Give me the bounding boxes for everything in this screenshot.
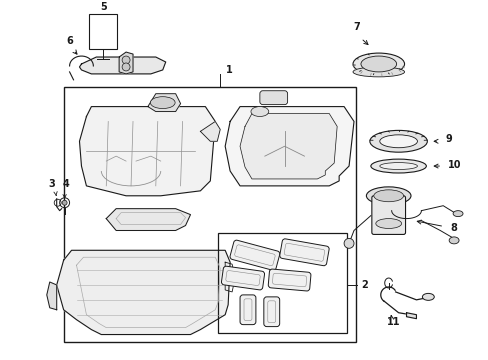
Polygon shape	[57, 250, 230, 334]
Circle shape	[344, 238, 353, 248]
FancyBboxPatch shape	[240, 295, 255, 325]
Ellipse shape	[448, 237, 458, 244]
Ellipse shape	[366, 187, 410, 205]
FancyBboxPatch shape	[229, 240, 279, 270]
Text: 5: 5	[100, 3, 106, 13]
Ellipse shape	[369, 130, 427, 152]
Polygon shape	[80, 57, 165, 74]
FancyBboxPatch shape	[371, 196, 405, 234]
Ellipse shape	[352, 53, 404, 75]
Text: 2: 2	[360, 280, 367, 290]
Ellipse shape	[379, 163, 417, 170]
Text: 1: 1	[226, 65, 232, 75]
Ellipse shape	[375, 219, 401, 229]
Text: 8: 8	[449, 224, 456, 234]
Ellipse shape	[250, 107, 268, 117]
Ellipse shape	[422, 293, 433, 300]
Polygon shape	[200, 121, 220, 141]
FancyBboxPatch shape	[268, 269, 310, 291]
Bar	[63, 87, 355, 342]
Ellipse shape	[373, 190, 403, 202]
Text: 4: 4	[62, 179, 69, 189]
Bar	[89, 14, 117, 49]
Bar	[218, 233, 346, 333]
Circle shape	[122, 56, 130, 64]
Ellipse shape	[360, 56, 396, 72]
Circle shape	[62, 200, 67, 205]
Text: 10: 10	[447, 160, 461, 170]
FancyBboxPatch shape	[259, 91, 287, 105]
Ellipse shape	[150, 97, 175, 109]
Polygon shape	[106, 209, 190, 230]
Text: 6: 6	[66, 36, 73, 46]
Polygon shape	[147, 94, 180, 112]
Ellipse shape	[379, 135, 417, 148]
Text: 3: 3	[48, 179, 55, 189]
FancyBboxPatch shape	[264, 297, 279, 327]
Polygon shape	[240, 113, 336, 179]
Text: 7: 7	[353, 22, 360, 32]
Ellipse shape	[452, 211, 462, 217]
Text: 9: 9	[444, 134, 451, 144]
Circle shape	[122, 63, 130, 71]
Text: 11: 11	[386, 316, 400, 327]
Polygon shape	[80, 107, 215, 196]
FancyBboxPatch shape	[279, 239, 328, 266]
Ellipse shape	[352, 67, 404, 77]
Polygon shape	[224, 107, 353, 186]
FancyBboxPatch shape	[221, 266, 264, 290]
Ellipse shape	[370, 159, 426, 173]
Polygon shape	[406, 313, 416, 319]
Polygon shape	[119, 52, 133, 74]
Polygon shape	[47, 282, 57, 310]
